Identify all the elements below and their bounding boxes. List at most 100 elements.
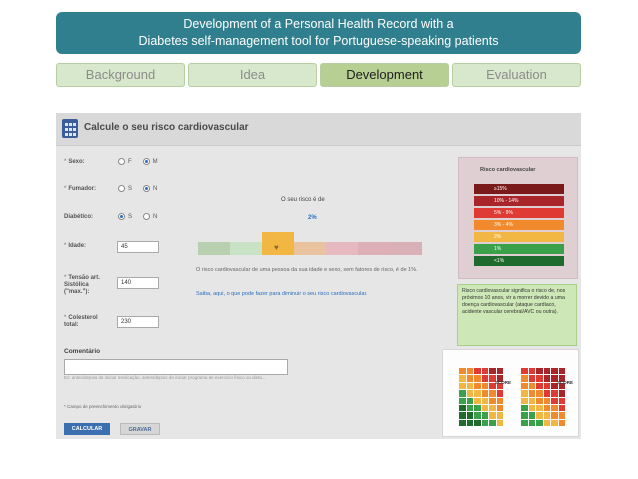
save-button[interactable]: GRAVAR xyxy=(120,423,160,435)
legend-item: 1% xyxy=(474,244,564,254)
score-cell xyxy=(521,375,528,382)
risk-value: 2% xyxy=(308,215,317,221)
tab-idea[interactable]: Idea xyxy=(188,63,317,87)
score-cell xyxy=(489,419,496,426)
fumador-radio-group: S N xyxy=(118,185,157,192)
score-cell xyxy=(558,397,565,404)
score-cell xyxy=(489,390,496,397)
score-cell xyxy=(543,382,550,390)
legend-title: Risco cardiovascular xyxy=(480,167,536,173)
score-cell xyxy=(543,375,550,382)
banner-line-2: Diabetes self-management tool for Portug… xyxy=(138,34,499,48)
score-cell xyxy=(466,390,473,397)
calculator-icon xyxy=(62,119,78,138)
tensao-label: * Tensão art. Sistólica ("max."): xyxy=(64,275,100,295)
tensao-input[interactable]: 140 xyxy=(117,277,159,289)
risk-scale-segment xyxy=(390,242,422,255)
score-cell xyxy=(528,382,535,390)
score-cell xyxy=(459,419,466,426)
score-cell xyxy=(536,397,543,404)
score-cell xyxy=(536,368,543,375)
legend-item: 5% - 9% xyxy=(474,208,564,218)
score-cell xyxy=(543,412,550,419)
risk-legend: Risco cardiovascular ≥15% 10% - 14% 5% -… xyxy=(458,157,578,279)
legend-item: 10% - 14% xyxy=(474,196,564,206)
score-cell xyxy=(551,419,558,426)
score-label-right: SCORE xyxy=(557,380,574,385)
score-cell xyxy=(489,375,496,382)
score-cell xyxy=(558,390,565,397)
diabetico-label: Diabético: xyxy=(64,214,94,220)
score-cell xyxy=(528,397,535,404)
legend-item: <1% xyxy=(474,256,564,266)
tab-background[interactable]: Background xyxy=(56,63,185,87)
score-cell xyxy=(481,397,488,404)
diabetico-s-radio[interactable] xyxy=(118,213,125,220)
score-cell xyxy=(536,404,543,412)
calculate-button[interactable]: CALCULAR xyxy=(64,423,110,435)
fumador-n-radio[interactable] xyxy=(143,185,151,192)
score-cell xyxy=(521,382,528,390)
risk-scale-segment xyxy=(198,242,230,255)
score-cell xyxy=(551,397,558,404)
score-cell xyxy=(521,412,528,419)
comment-hint: Ex: antes/depois de iniciar medicação, a… xyxy=(64,375,266,380)
idade-label: * Idade: xyxy=(64,243,87,249)
score-cell xyxy=(459,412,466,419)
score-cell xyxy=(551,404,558,412)
presentation-title-banner: Development of a Personal Health Record … xyxy=(56,12,581,54)
score-cell xyxy=(521,368,528,375)
tab-evaluation[interactable]: Evaluation xyxy=(452,63,581,87)
score-cell xyxy=(543,397,550,404)
risk-advice-link[interactable]: Saiba, aqui, o que pode fazer para dimin… xyxy=(196,291,368,297)
sexo-radio-group: F M xyxy=(118,158,158,165)
tab-development[interactable]: Development xyxy=(320,63,449,87)
fumador-s-radio[interactable] xyxy=(118,185,125,192)
required-star-icon: * xyxy=(64,159,67,165)
fumador-label: * Fumador: xyxy=(64,186,97,192)
score-cell xyxy=(543,404,550,412)
score-cell xyxy=(496,397,503,404)
score-cell xyxy=(481,419,488,426)
idade-input[interactable]: 45 xyxy=(117,241,159,253)
score-cell xyxy=(459,397,466,404)
score-cell xyxy=(466,397,473,404)
risk-scale-segment xyxy=(358,242,390,255)
sexo-f-radio[interactable] xyxy=(118,158,125,165)
required-star-icon: * xyxy=(64,315,67,321)
comment-label: Comentário xyxy=(64,348,101,355)
score-cell xyxy=(496,404,503,412)
score-cell xyxy=(558,404,565,412)
required-field-note: * Campo de preenchimento obrigatório xyxy=(64,404,142,409)
score-cell xyxy=(474,382,481,390)
score-cell xyxy=(558,382,565,390)
diabetico-s-label: S xyxy=(128,213,133,220)
colesterol-input[interactable]: 230 xyxy=(117,316,159,328)
score-cell xyxy=(481,390,488,397)
score-cell xyxy=(466,368,473,375)
fumador-n-label: N xyxy=(153,185,158,192)
score-cell xyxy=(481,375,488,382)
diabetico-n-radio[interactable] xyxy=(143,213,151,220)
score-grid-left xyxy=(459,368,503,426)
score-cell xyxy=(528,390,535,397)
score-cell xyxy=(459,368,466,375)
score-cell xyxy=(489,404,496,412)
comment-input[interactable] xyxy=(64,359,288,375)
score-cell xyxy=(474,390,481,397)
score-cell xyxy=(459,404,466,412)
score-cell xyxy=(489,397,496,404)
score-label-left: SCORE xyxy=(495,380,512,385)
risk-description: O risco cardiovascular de uma pessoa da … xyxy=(196,267,418,273)
risk-heading: O seu risco é de xyxy=(281,197,325,203)
risk-scale-segment xyxy=(230,242,262,255)
required-star-icon: * xyxy=(64,243,67,249)
score-cell xyxy=(481,412,488,419)
required-star-icon: * xyxy=(64,275,67,281)
score-cell xyxy=(496,368,503,375)
score-cell xyxy=(558,412,565,419)
score-cell xyxy=(543,419,550,426)
risk-scale-bar: ♥ xyxy=(198,232,422,255)
sexo-m-radio[interactable] xyxy=(142,158,150,165)
score-cell xyxy=(528,368,535,375)
